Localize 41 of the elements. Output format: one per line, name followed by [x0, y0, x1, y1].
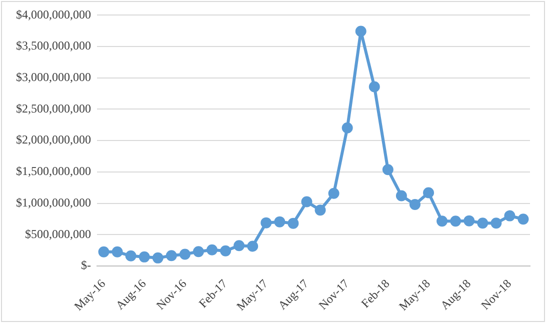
point [409, 198, 420, 210]
point [396, 190, 407, 202]
point [179, 248, 190, 260]
point [138, 251, 150, 262]
point [450, 216, 462, 227]
point [423, 187, 434, 198]
point [490, 218, 502, 229]
point [260, 217, 272, 228]
point [355, 26, 366, 37]
point [112, 246, 123, 258]
y-tick-label: $3,500,000,000 [16, 38, 91, 53]
y-tick-label: $1,000,000,000 [16, 195, 91, 210]
point [464, 215, 475, 226]
point [192, 246, 204, 258]
point [234, 240, 245, 252]
point [152, 252, 164, 264]
point [274, 216, 286, 228]
point [247, 240, 258, 252]
point [288, 218, 299, 229]
y-tick-label: $1,500,000,000 [16, 164, 91, 178]
point [301, 196, 312, 208]
point [166, 250, 177, 262]
point [98, 246, 110, 258]
y-tick-label: $- [81, 258, 91, 272]
point [314, 204, 326, 216]
point [206, 244, 218, 256]
y-tick-label: $3,000,000,000 [16, 70, 91, 84]
y-tick-label: $4,000,000,000 [16, 7, 91, 22]
y-tick-label: $2,000,000,000 [16, 132, 91, 147]
point [328, 188, 340, 199]
y-tick-label: $500,000,000 [25, 226, 91, 241]
point [518, 214, 529, 225]
point [125, 250, 136, 262]
point [436, 216, 448, 227]
point [342, 122, 353, 134]
point [368, 81, 380, 92]
y-tick-label: $2,500,000,000 [16, 101, 91, 116]
point [477, 218, 488, 229]
point [382, 164, 394, 176]
point [504, 210, 516, 222]
point [220, 245, 232, 256]
